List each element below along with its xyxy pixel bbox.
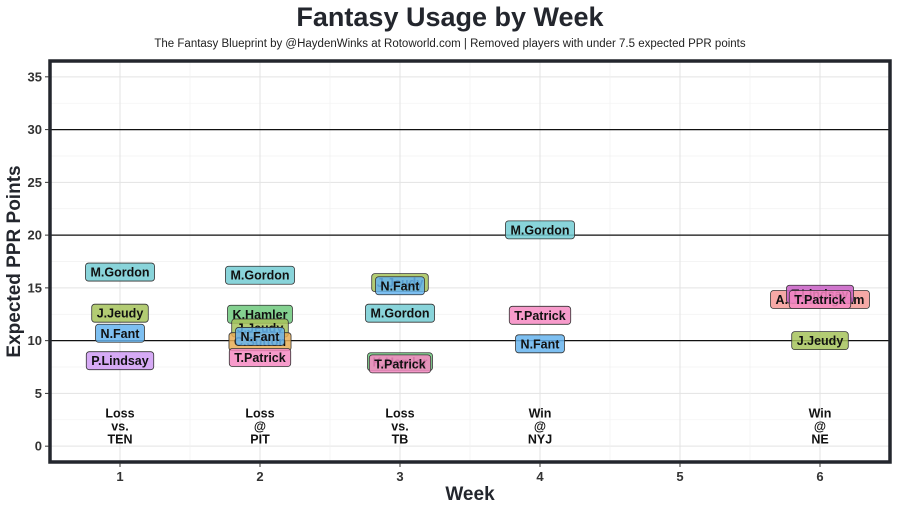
player-label-box xyxy=(235,327,285,346)
player-label-box xyxy=(95,323,145,343)
game-result-line: NE xyxy=(811,433,828,447)
y-axis-label: Expected PPR Points xyxy=(4,165,25,357)
game-result-line: @ xyxy=(254,420,266,434)
player-label-text: T.Patrick xyxy=(794,293,845,307)
player-label-n-fant: N.Fant xyxy=(235,327,285,346)
game-result-line: Win xyxy=(529,407,552,421)
player-label-m-gordon: M.Gordon xyxy=(225,265,295,285)
x-tick-label: 3 xyxy=(396,469,403,484)
game-result-line: TB xyxy=(392,433,409,447)
player-label-m-gordon: M.Gordon xyxy=(505,220,575,240)
player-label-text: P.Lindsay xyxy=(91,354,148,368)
player-label-box xyxy=(85,262,155,282)
player-label-box xyxy=(225,265,295,285)
player-label-text: N.Fant xyxy=(241,330,281,344)
game-result-line: Loss xyxy=(385,407,414,421)
x-axis-label: Week xyxy=(445,484,495,505)
player-label-text: M.Gordon xyxy=(90,266,149,280)
game-result-line: Win xyxy=(809,407,832,421)
player-label-box xyxy=(91,303,149,323)
player-label-text: N.Fant xyxy=(381,279,421,293)
x-tick-label: 6 xyxy=(816,469,823,484)
player-label-box xyxy=(375,276,425,296)
player-label-m-gordon: M.Gordon xyxy=(85,262,155,282)
y-tick-label: 10 xyxy=(28,333,42,348)
x-tick-label: 4 xyxy=(536,469,544,484)
y-tick-label: 35 xyxy=(28,69,42,84)
game-result-line: vs. xyxy=(111,420,128,434)
player-label-j-jeudy: J.Jeudy xyxy=(791,331,849,351)
player-label-text: M.Gordon xyxy=(230,269,289,283)
x-tick-label: 5 xyxy=(676,469,683,484)
game-result-line: Loss xyxy=(245,407,274,421)
player-label-t-patrick: T.Patrick xyxy=(228,348,292,367)
panel-border xyxy=(48,59,892,464)
player-label-box xyxy=(505,220,575,240)
player-label-text: T.Patrick xyxy=(514,309,565,323)
player-label-box xyxy=(228,348,292,367)
game-result-week-6: Win@NE xyxy=(809,407,832,447)
axes: 0 5 10 15 20 25 30 35 1 2 3 4 5 6 Week Expected PPR Poi… xyxy=(4,69,824,505)
game-result-week-4: Win@NYJ xyxy=(528,407,552,447)
player-label-text: M.Gordon xyxy=(370,307,429,321)
player-label-text: T.Patrick xyxy=(374,357,425,371)
game-result-line: @ xyxy=(534,420,546,434)
player-label-text: J.Jeudy xyxy=(97,307,144,321)
y-tick-label: 30 xyxy=(28,122,42,137)
game-result-line: TEN xyxy=(108,433,133,447)
player-labels: M.Gordon J.Jeudy N.Fant P.Lindsay M.Gordon K.… xyxy=(85,220,870,374)
player-label-text: N.Fant xyxy=(521,337,561,351)
game-result-week-2: Loss@PIT xyxy=(245,407,274,447)
y-tick-label: 0 xyxy=(35,439,42,454)
game-result-line: PIT xyxy=(250,433,270,447)
game-result-line: @ xyxy=(814,420,826,434)
chart-subtitle: The Fantasy Blueprint by @HaydenWinks at… xyxy=(154,38,746,50)
player-label-n-fant: N.Fant xyxy=(95,323,145,343)
game-result-line: NYJ xyxy=(528,433,552,447)
chart-title: Fantasy Usage by Week xyxy=(296,2,604,32)
player-label-box xyxy=(365,303,435,323)
reference-lines xyxy=(50,128,890,342)
player-label-t-patrick: T.Patrick xyxy=(368,354,432,374)
player-label-j-jeudy: J.Jeudy xyxy=(91,303,149,323)
player-label-box xyxy=(515,334,565,354)
player-label-t-patrick: T.Patrick xyxy=(788,290,852,309)
grid-layer xyxy=(50,61,890,462)
player-label-m-gordon: M.Gordon xyxy=(365,303,435,323)
player-label-p-lindsay: P.Lindsay xyxy=(85,351,155,371)
x-tick-label: 1 xyxy=(116,469,123,484)
player-label-n-fant: N.Fant xyxy=(515,334,565,354)
y-tick-label: 15 xyxy=(28,280,42,295)
player-label-box xyxy=(508,305,572,325)
player-label-box xyxy=(85,351,155,371)
game-result-line: vs. xyxy=(391,420,408,434)
game-result-line: Loss xyxy=(105,407,134,421)
player-label-text: J.Jeudy xyxy=(797,334,844,348)
player-label-box xyxy=(788,290,852,309)
y-tick-label: 5 xyxy=(35,386,42,401)
player-label-text: N.Fant xyxy=(101,327,141,341)
x-tick-label: 2 xyxy=(256,469,263,484)
player-label-box xyxy=(368,354,432,374)
y-tick-label: 25 xyxy=(28,175,42,190)
player-label-text: M.Gordon xyxy=(510,223,569,237)
player-label-text: K.Hamler xyxy=(233,308,288,322)
player-label-text: T.Patrick xyxy=(234,351,285,365)
player-label-box xyxy=(791,331,849,351)
y-tick-label: 20 xyxy=(28,228,42,243)
player-label-t-patrick: T.Patrick xyxy=(508,305,572,325)
player-label-n-fant: N.Fant xyxy=(375,276,425,296)
